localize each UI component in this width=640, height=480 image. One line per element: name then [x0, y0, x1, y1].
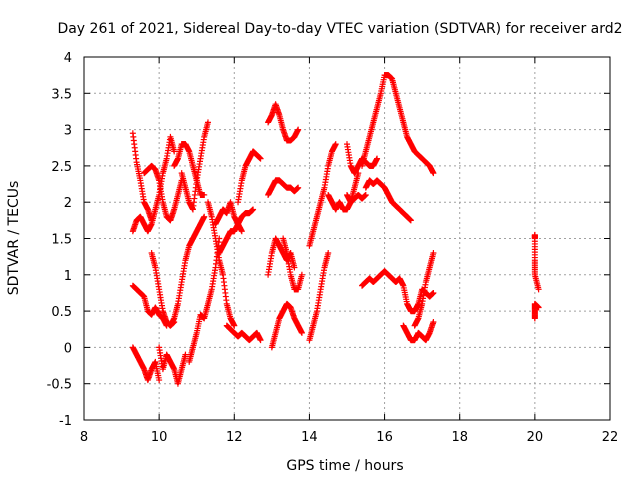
y-tick-label: 2.5: [51, 160, 72, 175]
series-t3: [129, 282, 170, 329]
axes: 8 10 12 14 16 18 20 22 -1 -0.5 0 0.5 1 1.5 2 2.5 3 3.5 4: [47, 51, 619, 445]
data-point: [362, 191, 369, 198]
x-tick-label: 10: [151, 430, 168, 445]
data-point: [201, 191, 208, 198]
series-t10: [178, 119, 211, 213]
y-tick-label: 0: [64, 341, 72, 356]
series-t1: [129, 130, 155, 224]
series-t31: [411, 250, 437, 329]
series-t32: [531, 231, 542, 293]
x-tick-label: 14: [301, 430, 318, 445]
data-point: [295, 184, 302, 191]
data-points: [129, 72, 542, 387]
data-point: [430, 318, 437, 325]
series-t27: [362, 177, 414, 224]
y-tick-label: 1.5: [51, 233, 72, 248]
data-point: [535, 304, 542, 311]
y-tick-label: 1: [64, 269, 72, 284]
data-point: [231, 322, 238, 329]
data-point: [250, 206, 257, 213]
series-t29: [359, 268, 437, 315]
data-point: [238, 228, 245, 235]
data-point: [257, 155, 264, 162]
data-point: [298, 329, 305, 336]
data-point: [295, 126, 302, 133]
series-t12: [204, 199, 238, 329]
data-point: [156, 377, 163, 384]
data-point: [182, 351, 189, 358]
series-t24: [325, 170, 362, 213]
series-t8: [167, 213, 208, 329]
series-t17: [265, 101, 302, 144]
data-point: [257, 337, 264, 344]
data-point: [407, 217, 414, 224]
y-axis-label: SDTVAR / TECUs: [6, 181, 22, 296]
y-tick-label: 3: [64, 124, 72, 139]
y-tick-label: 4: [64, 51, 72, 66]
y-tick-label: 2: [64, 196, 72, 211]
series-t15: [223, 322, 264, 344]
x-tick-label: 16: [376, 430, 393, 445]
series-t22: [306, 141, 339, 249]
data-point: [171, 148, 178, 155]
series-t16: [235, 148, 264, 206]
series-t14: [216, 206, 257, 257]
x-axis-label: GPS time / hours: [286, 458, 403, 474]
series-t5: [141, 162, 185, 224]
data-point: [430, 170, 437, 177]
x-tick-label: 12: [226, 430, 243, 445]
data-point: [201, 213, 208, 220]
series-t7: [156, 344, 189, 387]
series-t33: [531, 300, 542, 322]
series-t30: [400, 318, 437, 344]
data-point: [204, 119, 211, 126]
y-tick-label: 0.5: [51, 305, 72, 320]
series-t20: [268, 300, 305, 351]
series-t23: [306, 250, 332, 344]
series-t2: [129, 133, 178, 235]
data-point: [325, 250, 332, 257]
data-point: [332, 141, 339, 148]
data-point: [291, 264, 298, 271]
series-t4: [129, 344, 163, 384]
data-point: [535, 286, 542, 293]
y-tick-label: -0.5: [47, 378, 72, 393]
series-t18: [265, 177, 302, 198]
x-tick-label: 18: [451, 430, 468, 445]
x-tick-label: 22: [602, 430, 619, 445]
data-point: [430, 250, 437, 257]
data-point: [430, 289, 437, 296]
x-tick-label: 8: [80, 430, 88, 445]
data-point: [298, 271, 305, 278]
series-t28: [359, 72, 437, 177]
chart-title: Day 261 of 2021, Sidereal Day-to-day VTE…: [57, 21, 622, 37]
y-tick-label: -1: [59, 414, 72, 429]
data-point: [374, 155, 381, 162]
x-tick-label: 20: [527, 430, 544, 445]
y-tick-label: 3.5: [51, 87, 72, 102]
series-t25: [344, 191, 369, 206]
series-t21: [280, 235, 305, 293]
